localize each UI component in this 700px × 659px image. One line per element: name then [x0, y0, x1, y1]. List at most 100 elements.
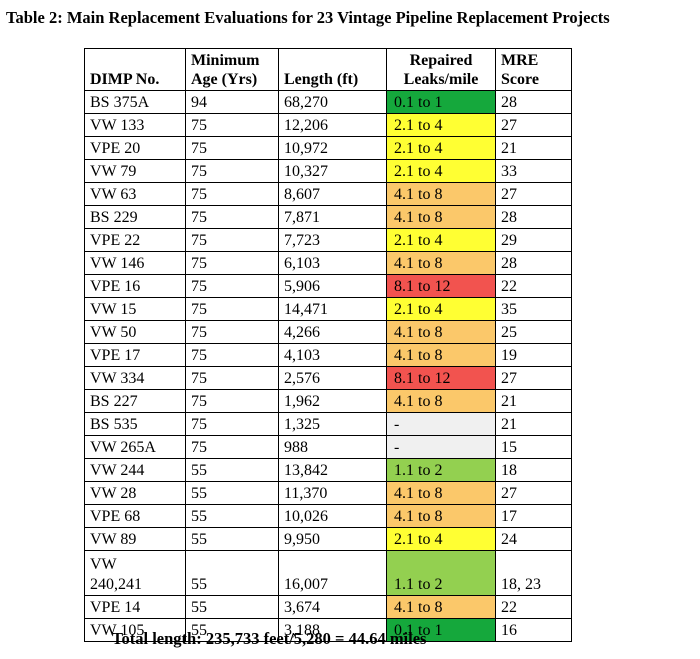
replacement-table: DIMP No. Minimum Age (Yrs) Length (ft) Re…: [84, 48, 572, 642]
cell-length: 16,007: [278, 550, 387, 596]
cell-leaks: 8.1 to 12: [386, 274, 496, 298]
cell-leaks: 8.1 to 12: [386, 366, 496, 390]
cell-dimp: VPE 14: [84, 595, 186, 619]
cell-length: 12,206: [278, 113, 387, 137]
table-row: BS 229 75 7,871 4.1 to 8 28: [84, 205, 572, 229]
cell-dimp: VW 63: [84, 182, 186, 206]
cell-dimp: VPE 17: [84, 343, 186, 367]
cell-age: 75: [185, 251, 279, 275]
cell-age: 55: [185, 481, 279, 505]
table-row: VW 50 75 4,266 4.1 to 8 25: [84, 320, 572, 344]
table-row: VPE 17 75 4,103 4.1 to 8 19: [84, 343, 572, 367]
table-row: VW 28 55 11,370 4.1 to 8 27: [84, 481, 572, 505]
cell-dimp: VW 79: [84, 159, 186, 183]
table-row: VW 63 75 8,607 4.1 to 8 27: [84, 182, 572, 206]
table-row: VW 79 75 10,327 2.1 to 4 33: [84, 159, 572, 183]
cell-leaks: 4.1 to 8: [386, 481, 496, 505]
cell-mre: 22: [495, 595, 572, 619]
cell-dimp: VW 50: [84, 320, 186, 344]
header-length: Length (ft): [278, 48, 387, 91]
cell-mre: 21: [495, 389, 572, 413]
table-row: VW 89 55 9,950 2.1 to 4 24: [84, 527, 572, 551]
table-row: VPE 16 75 5,906 8.1 to 12 22: [84, 274, 572, 298]
cell-length: 6,103: [278, 251, 387, 275]
cell-age: 75: [185, 412, 279, 436]
cell-age: 55: [185, 527, 279, 551]
cell-age: 75: [185, 182, 279, 206]
header-age: Minimum Age (Yrs): [185, 48, 279, 91]
cell-mre: 27: [495, 113, 572, 137]
cell-dimp: BS 375A: [84, 90, 186, 114]
cell-mre: 16: [495, 618, 572, 642]
header-age-line1: Minimum: [191, 52, 260, 69]
cell-leaks: 1.1 to 2: [386, 458, 496, 482]
table-row: VPE 20 75 10,972 2.1 to 4 21: [84, 136, 572, 160]
table-row: VW 15 75 14,471 2.1 to 4 35: [84, 297, 572, 321]
cell-dimp: VPE 16: [84, 274, 186, 298]
cell-dimp: VPE 68: [84, 504, 186, 528]
cell-age: 75: [185, 366, 279, 390]
cell-mre: 27: [495, 481, 572, 505]
table-row: VW 334 75 2,576 8.1 to 12 27: [84, 366, 572, 390]
cell-leaks: 2.1 to 4: [386, 527, 496, 551]
cell-dimp: VW 133: [84, 113, 186, 137]
cell-leaks: 2.1 to 4: [386, 297, 496, 321]
cell-length: 1,962: [278, 389, 387, 413]
cell-dimp: VPE 22: [84, 228, 186, 252]
cell-dimp: VW 15: [84, 297, 186, 321]
cell-age: 75: [185, 389, 279, 413]
table-row: VPE 68 55 10,026 4.1 to 8 17: [84, 504, 572, 528]
cell-length: 1,325: [278, 412, 387, 436]
header-dimp-label: DIMP No.: [90, 71, 160, 88]
cell-length: 5,906: [278, 274, 387, 298]
cell-length: 4,266: [278, 320, 387, 344]
cell-mre: 35: [495, 297, 572, 321]
cell-age: 94: [185, 90, 279, 114]
cell-mre: 28: [495, 251, 572, 275]
cell-age: 75: [185, 297, 279, 321]
cell-age: 75: [185, 136, 279, 160]
cell-length: 988: [278, 435, 387, 459]
cell-leaks: 4.1 to 8: [386, 251, 496, 275]
cell-leaks: 2.1 to 4: [386, 159, 496, 183]
cell-age: 75: [185, 159, 279, 183]
cell-mre: 28: [495, 90, 572, 114]
cell-mre: 27: [495, 182, 572, 206]
cell-dimp: VW 265A: [84, 435, 186, 459]
table-row: VW 265A 75 988-15: [84, 435, 572, 459]
header-mre-line2: Score: [501, 71, 539, 88]
cell-age: 75: [185, 320, 279, 344]
table-row: VW 146 75 6,103 4.1 to 8 28: [84, 251, 572, 275]
cell-length: 3,674: [278, 595, 387, 619]
header-leaks: Repaired Leaks/mile: [386, 48, 496, 91]
cell-dimp: VW 105: [84, 618, 186, 642]
cell-leaks: 4.1 to 8: [386, 389, 496, 413]
cell-length: 68,270: [278, 90, 387, 114]
table-row: VPE 22 75 7,723 2.1 to 4 29: [84, 228, 572, 252]
table-row: VW 240,241 55 16,007 1.1 to 2 18, 23: [84, 550, 572, 596]
header-age-line2: Age (Yrs): [191, 71, 258, 88]
cell-age: 75: [185, 274, 279, 298]
header-row: DIMP No. Minimum Age (Yrs) Length (ft) Re…: [84, 48, 572, 91]
table-body: BS 375A 94 68,270 0.1 to 1 28 VW 133 75 12,206 2…: [84, 90, 572, 642]
table-title: Table 2: Main Replacement Evaluations fo…: [6, 8, 610, 27]
header-leaks-line2: Leaks/mile: [403, 71, 479, 88]
cell-leaks: 0.1 to 1: [386, 618, 496, 642]
cell-mre: 28: [495, 205, 572, 229]
cell-age: 75: [185, 113, 279, 137]
cell-dimp: VW 240,241: [84, 550, 186, 596]
cell-mre: 18, 23: [495, 550, 572, 596]
cell-mre: 21: [495, 136, 572, 160]
cell-leaks: 4.1 to 8: [386, 182, 496, 206]
cell-mre: 29: [495, 228, 572, 252]
cell-age: 55: [185, 618, 279, 642]
cell-age: 55: [185, 550, 279, 596]
table-row: VPE 14 55 3,674 4.1 to 8 22: [84, 595, 572, 619]
cell-mre: 27: [495, 366, 572, 390]
cell-leaks: 4.1 to 8: [386, 205, 496, 229]
cell-length: 10,327: [278, 159, 387, 183]
cell-mre: 15: [495, 435, 572, 459]
cell-age: 55: [185, 595, 279, 619]
cell-leaks: 4.1 to 8: [386, 320, 496, 344]
header-dimp: DIMP No.: [84, 48, 186, 91]
